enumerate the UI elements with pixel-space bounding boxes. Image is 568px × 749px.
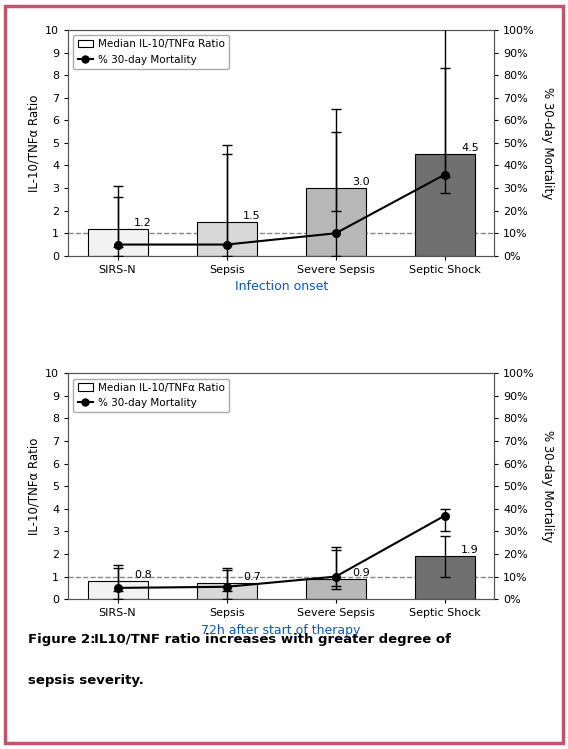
Text: 0.8: 0.8 xyxy=(134,570,152,580)
Text: 1.9: 1.9 xyxy=(461,545,479,555)
Legend: Median IL-10/TNFα Ratio, % 30-day Mortality: Median IL-10/TNFα Ratio, % 30-day Mortal… xyxy=(73,35,229,69)
Text: IL10/TNF ratio increases with greater degree of: IL10/TNF ratio increases with greater de… xyxy=(94,633,451,646)
X-axis label: 72h after start of therapy: 72h after start of therapy xyxy=(202,624,361,637)
Text: 4.5: 4.5 xyxy=(461,143,479,153)
Legend: Median IL-10/TNFα Ratio, % 30-day Mortality: Median IL-10/TNFα Ratio, % 30-day Mortal… xyxy=(73,378,229,412)
Text: sepsis severity.: sepsis severity. xyxy=(28,674,144,687)
Text: 0.7: 0.7 xyxy=(243,572,261,582)
Y-axis label: % 30-day Mortality: % 30-day Mortality xyxy=(541,87,554,199)
Bar xyxy=(415,154,475,256)
Bar xyxy=(415,557,475,599)
Text: 3.0: 3.0 xyxy=(352,177,370,187)
Bar xyxy=(87,228,148,256)
Bar xyxy=(197,222,257,256)
Y-axis label: IL-10/TNFα Ratio: IL-10/TNFα Ratio xyxy=(28,94,41,192)
Text: 0.9: 0.9 xyxy=(352,568,370,577)
Bar xyxy=(197,583,257,599)
Y-axis label: % 30-day Mortality: % 30-day Mortality xyxy=(541,430,554,542)
Y-axis label: IL-10/TNFα Ratio: IL-10/TNFα Ratio xyxy=(28,437,41,535)
Bar xyxy=(306,579,366,599)
Bar xyxy=(87,581,148,599)
Text: 1.5: 1.5 xyxy=(243,210,261,221)
X-axis label: Infection onset: Infection onset xyxy=(235,280,328,294)
Bar xyxy=(306,188,366,256)
Text: Figure 2:: Figure 2: xyxy=(28,633,101,646)
Text: 1.2: 1.2 xyxy=(134,218,152,228)
